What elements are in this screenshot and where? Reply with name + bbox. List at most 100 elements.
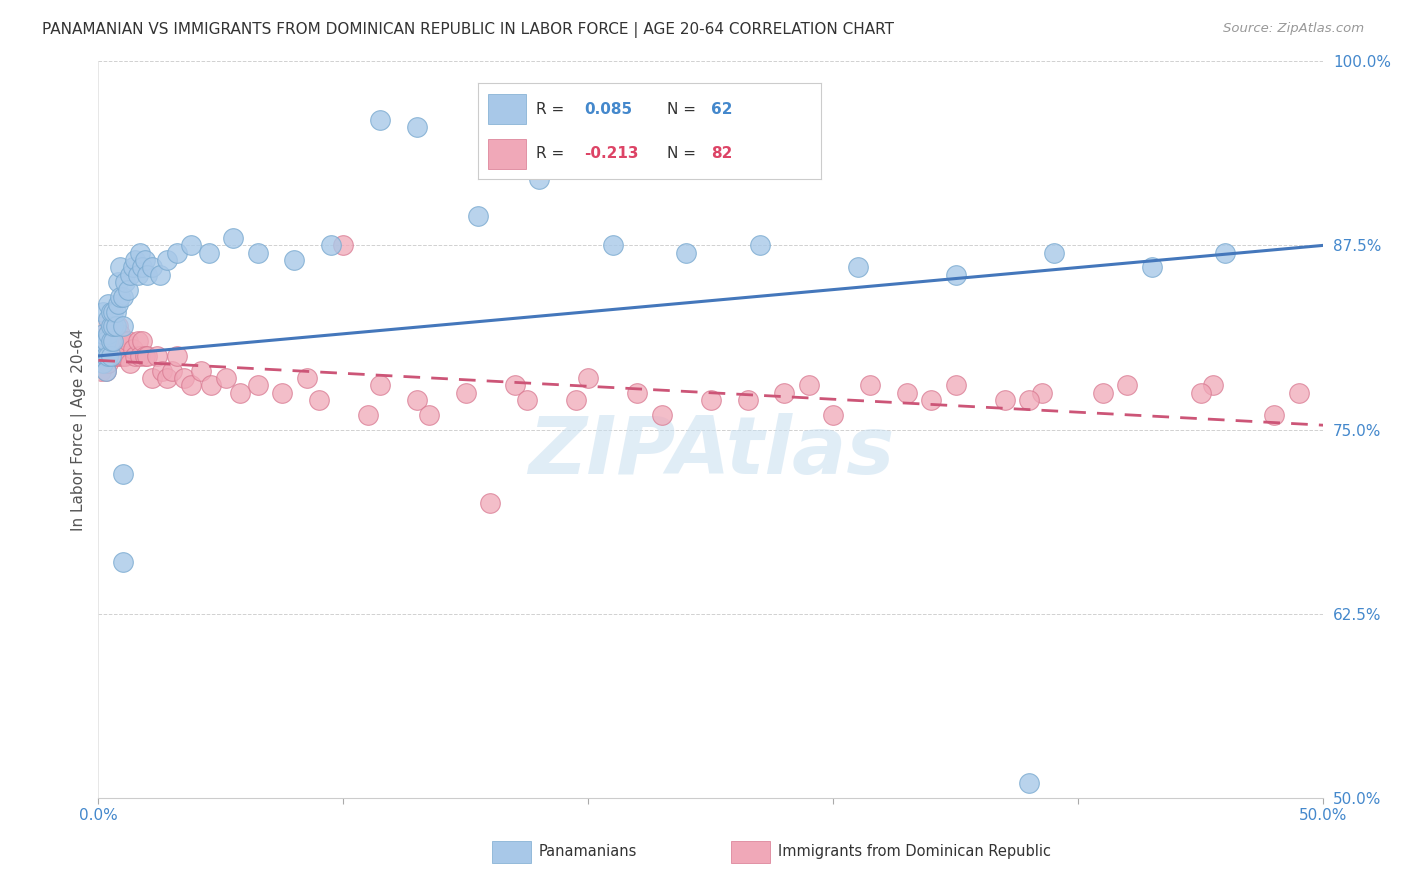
Point — [94, 364, 117, 378]
Point — [332, 238, 354, 252]
Point — [91, 319, 114, 334]
Point — [91, 356, 114, 370]
Point — [994, 393, 1017, 408]
Point — [626, 385, 648, 400]
Y-axis label: In Labor Force | Age 20-64: In Labor Force | Age 20-64 — [72, 328, 87, 531]
Point — [1213, 245, 1236, 260]
Point — [91, 326, 114, 341]
Point — [246, 245, 269, 260]
Point — [467, 209, 489, 223]
Point — [90, 364, 112, 378]
Point — [107, 334, 129, 348]
Point — [120, 356, 142, 370]
Point — [100, 349, 122, 363]
Point — [134, 253, 156, 268]
Point — [454, 385, 477, 400]
Point — [180, 378, 202, 392]
Point — [1042, 245, 1064, 260]
Point — [1189, 385, 1212, 400]
Point — [97, 297, 120, 311]
Point — [101, 304, 124, 318]
Point — [104, 334, 127, 348]
Point — [97, 326, 120, 341]
Point — [405, 393, 427, 408]
Point — [97, 326, 120, 341]
Point — [166, 349, 188, 363]
Point — [1116, 378, 1139, 392]
Point — [127, 334, 149, 348]
Point — [94, 334, 117, 348]
Point — [418, 408, 440, 422]
Point — [405, 120, 427, 135]
Point — [91, 356, 114, 370]
Point — [529, 172, 551, 186]
Point — [94, 364, 117, 378]
Text: Immigrants from Dominican Republic: Immigrants from Dominican Republic — [778, 845, 1050, 859]
Point — [197, 245, 219, 260]
Text: Source: ZipAtlas.com: Source: ZipAtlas.com — [1223, 22, 1364, 36]
Point — [111, 290, 134, 304]
Point — [1018, 776, 1040, 790]
Text: ZIPAtlas: ZIPAtlas — [527, 413, 894, 491]
Point — [150, 364, 173, 378]
Point — [319, 238, 342, 252]
Point — [945, 378, 967, 392]
Point — [190, 364, 212, 378]
Point — [104, 319, 127, 334]
Point — [173, 371, 195, 385]
Point — [131, 334, 153, 348]
Point — [111, 349, 134, 363]
Point — [121, 260, 143, 275]
Point — [107, 275, 129, 289]
Point — [357, 408, 380, 422]
Point — [134, 349, 156, 363]
Point — [1091, 385, 1114, 400]
Point — [1140, 260, 1163, 275]
Point — [141, 371, 163, 385]
Point — [90, 349, 112, 363]
Point — [100, 334, 122, 348]
Point — [104, 349, 127, 363]
Point — [127, 268, 149, 282]
Point — [156, 371, 179, 385]
Point — [200, 378, 222, 392]
Point — [100, 319, 122, 334]
Point — [114, 275, 136, 289]
Point — [129, 245, 152, 260]
Point — [136, 349, 159, 363]
Point — [180, 238, 202, 252]
Point — [748, 238, 770, 252]
Point — [100, 342, 122, 356]
Point — [920, 393, 942, 408]
Point — [368, 378, 391, 392]
Point — [823, 408, 845, 422]
Point — [117, 334, 139, 348]
Point — [229, 385, 252, 400]
Point — [651, 408, 673, 422]
Point — [101, 319, 124, 334]
Point — [156, 253, 179, 268]
Point — [111, 334, 134, 348]
Point — [846, 260, 869, 275]
Point — [110, 260, 132, 275]
Point — [100, 304, 122, 318]
Point — [129, 349, 152, 363]
Point — [114, 349, 136, 363]
Point — [97, 342, 120, 356]
Point — [246, 378, 269, 392]
Point — [700, 393, 723, 408]
Point — [146, 349, 169, 363]
Point — [797, 378, 820, 392]
Point — [101, 326, 124, 341]
Point — [120, 268, 142, 282]
Point — [215, 371, 238, 385]
Point — [90, 334, 112, 348]
Point — [136, 268, 159, 282]
Point — [101, 349, 124, 363]
Point — [107, 297, 129, 311]
Point — [516, 393, 538, 408]
Point — [124, 349, 146, 363]
Text: Panamanians: Panamanians — [538, 845, 637, 859]
Point — [97, 349, 120, 363]
Point — [110, 326, 132, 341]
